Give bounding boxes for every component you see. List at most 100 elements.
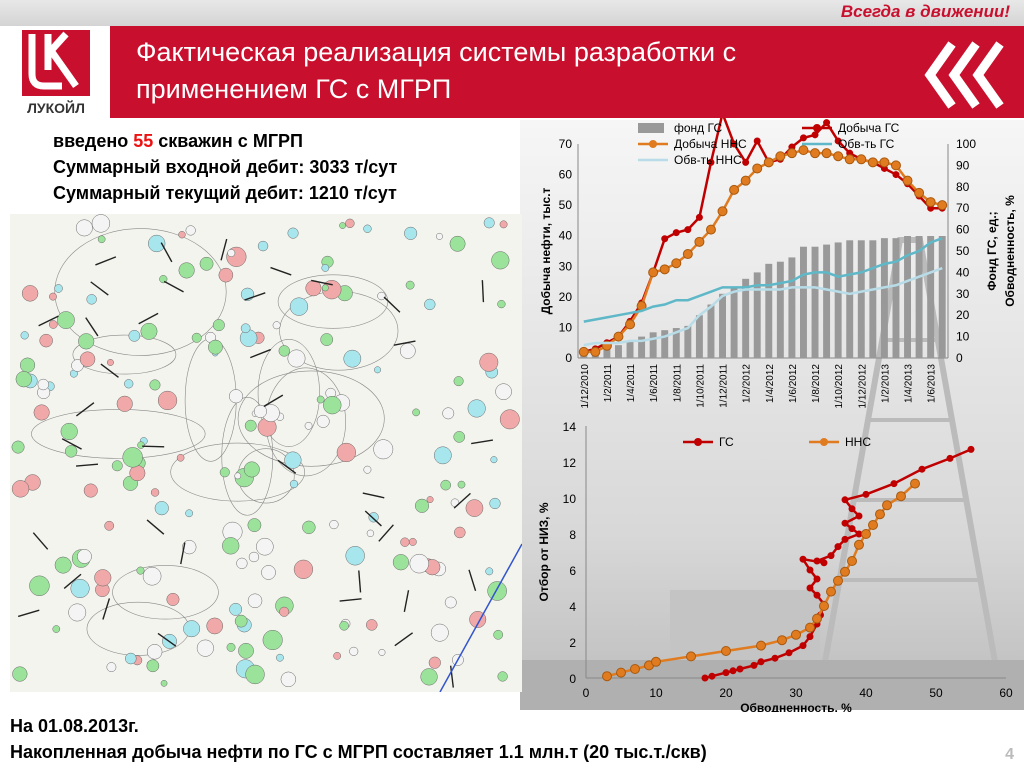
well-marker bbox=[199, 256, 214, 271]
well-marker bbox=[499, 409, 520, 430]
well-marker bbox=[227, 249, 236, 258]
y-tick-label: 2 bbox=[569, 636, 576, 650]
y-tick-label: 50 bbox=[559, 198, 573, 212]
data-point bbox=[750, 661, 758, 669]
legend-swatch bbox=[638, 123, 664, 133]
contour-line bbox=[86, 601, 190, 656]
well-marker bbox=[449, 235, 466, 252]
y-tick-label: 0 bbox=[565, 351, 572, 365]
x-tick-label: 20 bbox=[719, 686, 733, 700]
well-marker bbox=[420, 668, 438, 686]
data-point bbox=[844, 154, 855, 165]
y-tick-label: 0 bbox=[569, 672, 576, 686]
well-marker bbox=[149, 379, 161, 391]
y-tick-label: 4 bbox=[569, 600, 576, 614]
well-marker bbox=[426, 496, 434, 504]
well-marker bbox=[178, 262, 195, 279]
contour-line bbox=[72, 334, 177, 375]
well-marker bbox=[284, 451, 302, 469]
data-point bbox=[763, 157, 774, 168]
legend-marker bbox=[813, 124, 821, 132]
y-tick-label: 6 bbox=[569, 564, 576, 578]
well-marker bbox=[345, 546, 365, 566]
well-marker bbox=[343, 349, 362, 368]
data-point bbox=[841, 519, 849, 527]
well-marker bbox=[222, 537, 240, 555]
data-point bbox=[813, 591, 821, 599]
data-point bbox=[937, 200, 948, 211]
well-marker bbox=[64, 445, 78, 458]
data-point bbox=[862, 490, 870, 498]
data-point bbox=[848, 525, 856, 533]
well-marker bbox=[228, 389, 244, 404]
y2-tick-label: 90 bbox=[956, 158, 970, 172]
data-point bbox=[918, 465, 926, 473]
well-marker bbox=[196, 639, 214, 657]
well-marker bbox=[320, 333, 334, 346]
motto: Всегда в движении! bbox=[840, 2, 1010, 21]
bar bbox=[811, 246, 819, 358]
horizontal-well-trace bbox=[32, 532, 49, 550]
data-point bbox=[946, 454, 954, 462]
data-point bbox=[834, 137, 842, 145]
well-marker bbox=[185, 509, 194, 518]
well-marker bbox=[183, 620, 201, 638]
data-point bbox=[651, 656, 661, 667]
data-point bbox=[753, 137, 761, 145]
horizontal-well-trace bbox=[38, 315, 59, 327]
legend-label: ННС bbox=[845, 435, 871, 449]
wells-introduced-text: введено 55 скважин с МГРП bbox=[53, 131, 303, 151]
bar bbox=[707, 304, 715, 358]
well-marker bbox=[405, 280, 415, 290]
horizontal-well-trace bbox=[481, 280, 485, 303]
data-point bbox=[896, 491, 906, 502]
y2-tick-label: 70 bbox=[956, 201, 970, 215]
well-marker bbox=[339, 621, 349, 631]
x-tick-label: 1/10/2012 bbox=[834, 364, 845, 409]
well-marker bbox=[146, 659, 160, 673]
data-point bbox=[892, 171, 900, 179]
recovery-chart: 0 2 4 6 8 10 12 14 0 10 20 30 40 50 60 Обводненность, %… bbox=[537, 420, 1013, 712]
well-marker bbox=[392, 554, 410, 571]
data-point bbox=[847, 556, 857, 566]
x-tick-label: 1/6/2011 bbox=[649, 364, 660, 403]
horizontal-well-trace bbox=[95, 256, 117, 266]
well-marker bbox=[19, 357, 36, 373]
well-marker bbox=[363, 465, 372, 474]
well-marker bbox=[479, 352, 499, 372]
data-point bbox=[879, 157, 890, 168]
well-marker bbox=[497, 299, 506, 309]
well-marker bbox=[454, 526, 466, 539]
slide-title: Фактическая реализация системы разработк… bbox=[136, 37, 737, 104]
bar bbox=[695, 315, 703, 358]
data-point bbox=[810, 148, 821, 159]
well-marker bbox=[226, 642, 236, 652]
data-point bbox=[799, 555, 807, 563]
bar bbox=[892, 238, 900, 358]
x-tick-label: 1/6/2012 bbox=[788, 364, 799, 403]
well-marker bbox=[278, 345, 290, 357]
well-marker bbox=[404, 226, 418, 240]
well-marker bbox=[11, 480, 30, 498]
well-marker bbox=[116, 395, 133, 412]
well-marker bbox=[70, 578, 90, 598]
data-point bbox=[902, 175, 913, 186]
horizontal-well-trace bbox=[394, 632, 414, 647]
x-tick-label: 60 bbox=[999, 686, 1013, 700]
data-point bbox=[821, 148, 832, 159]
well-marker bbox=[124, 379, 134, 389]
x-tick-label: 50 bbox=[929, 686, 943, 700]
y2-tick-label: 40 bbox=[956, 265, 970, 279]
data-point bbox=[827, 552, 835, 560]
well-marker bbox=[137, 441, 145, 449]
well-marker bbox=[399, 343, 416, 359]
well-marker bbox=[339, 222, 346, 229]
contour-line bbox=[54, 228, 227, 356]
data-point bbox=[826, 586, 836, 597]
well-marker bbox=[433, 446, 452, 465]
data-point bbox=[648, 267, 659, 278]
well-marker bbox=[336, 442, 356, 463]
well-marker bbox=[276, 653, 284, 662]
data-point bbox=[756, 640, 766, 651]
y-tick-label: 20 bbox=[559, 290, 573, 304]
